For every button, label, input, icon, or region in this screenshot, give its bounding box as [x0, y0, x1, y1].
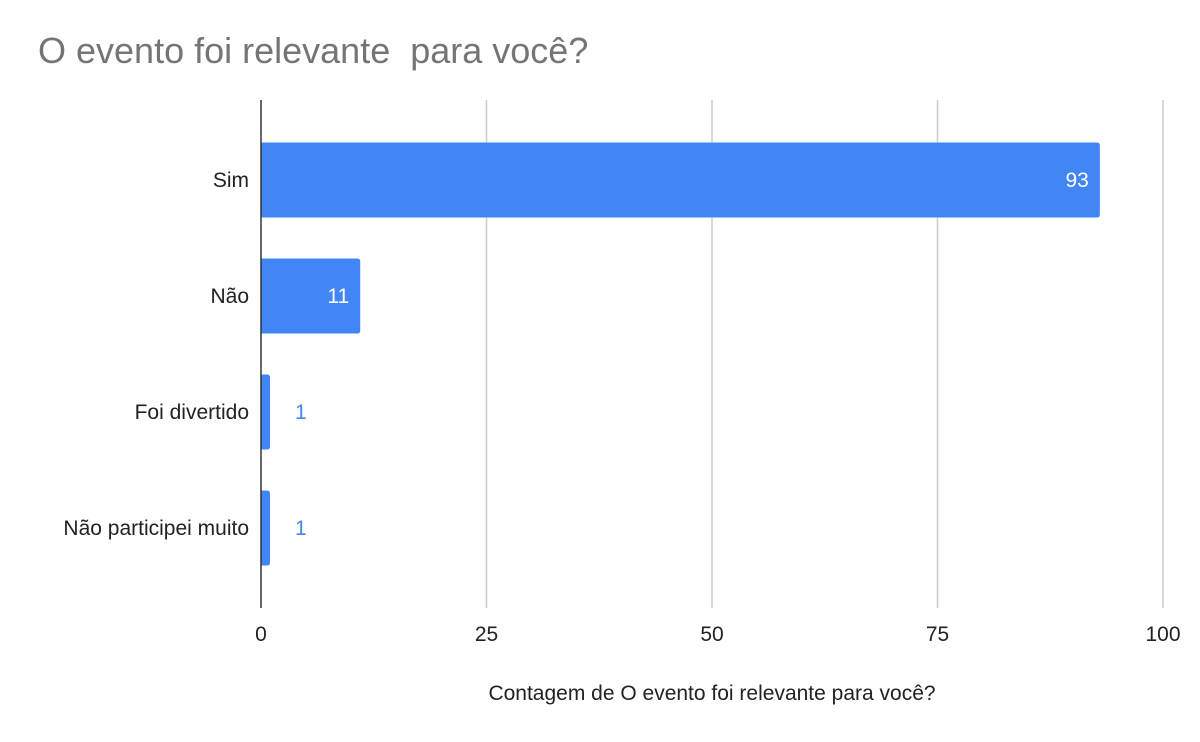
x-axis-title: Contagem de O evento foi relevante para … — [488, 682, 935, 705]
data-label: 11 — [327, 285, 349, 308]
bars — [261, 142, 1100, 566]
x-tick-label: 25 — [475, 623, 498, 646]
chart-title: O evento foi relevante para você? — [38, 30, 589, 71]
bar — [261, 142, 1100, 218]
bar — [261, 490, 271, 566]
bar — [261, 258, 361, 334]
x-tick-label: 0 — [255, 623, 267, 646]
data-label: 93 — [1066, 169, 1089, 192]
data-label: 1 — [295, 401, 307, 424]
category-labels: Sim Não Foi divertido Não participei muito — [63, 169, 249, 540]
category-label: Foi divertido — [135, 401, 249, 424]
x-tick-label: 50 — [700, 623, 723, 646]
x-tick-label: 100 — [1145, 623, 1180, 646]
category-label: Sim — [213, 169, 249, 192]
category-label: Não — [210, 285, 249, 308]
data-label: 1 — [295, 517, 307, 540]
bar — [261, 374, 271, 450]
category-label: Não participei muito — [63, 517, 249, 540]
x-tick-label: 75 — [926, 623, 949, 646]
x-tick-labels: 0 25 50 75 100 — [255, 623, 1180, 646]
